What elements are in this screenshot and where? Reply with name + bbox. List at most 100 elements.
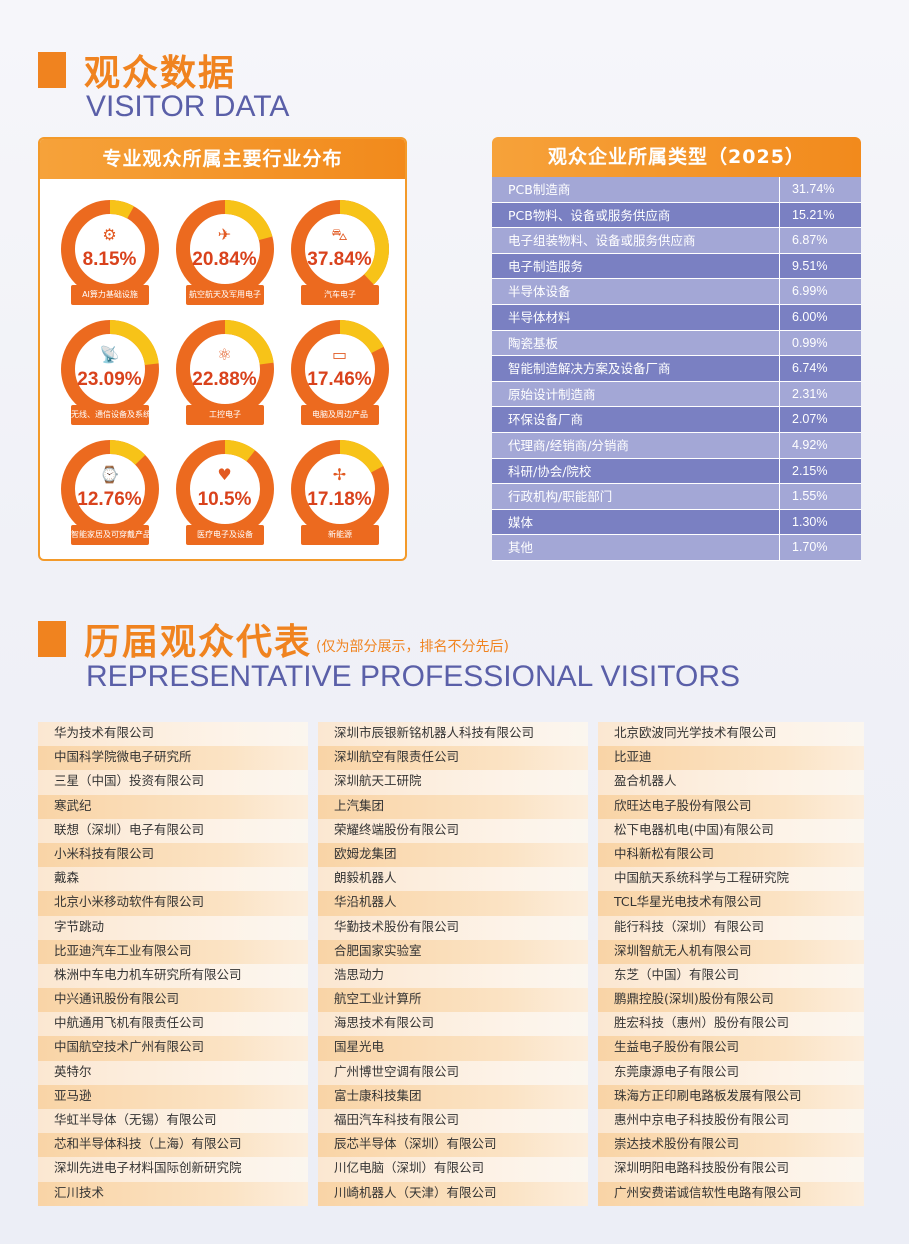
visitor-company: 珠海方正印刷电路板发展有限公司 bbox=[598, 1084, 864, 1109]
visitor-company: 株洲中车电力机车研究所有限公司 bbox=[38, 963, 308, 989]
industry-gauge: ▭ 17.46% 电脑及周边产品 bbox=[282, 319, 397, 425]
gauge-label: 汽车电子 bbox=[301, 285, 379, 305]
company-type-percent: 6.00% bbox=[792, 309, 828, 324]
company-type-percent: 1.55% bbox=[792, 489, 828, 504]
gauge-value-arc bbox=[61, 320, 159, 418]
visitor-company: 联想（深圳）电子有限公司 bbox=[38, 818, 308, 843]
visitor-company: 富士康科技集团 bbox=[318, 1084, 588, 1109]
gauge-label: 电脑及周边产品 bbox=[301, 405, 379, 425]
visitor-company: 比亚迪 bbox=[598, 746, 864, 771]
company-type-row: PCB制造商 31.74% bbox=[492, 177, 861, 203]
gauge-value-arc bbox=[176, 440, 274, 538]
industry-gauge: ⛍ 37.84% 汽车电子 bbox=[282, 199, 397, 305]
watch-icon: ⌚ bbox=[99, 465, 120, 484]
visitor-company: 寒武纪 bbox=[38, 794, 308, 819]
company-type-row: 媒体 1.30% bbox=[492, 509, 861, 536]
car-icon: ⛍ bbox=[331, 225, 348, 244]
visitor-company: 华为技术有限公司 bbox=[38, 722, 308, 747]
gauge-percent: 17.18% bbox=[307, 489, 372, 510]
company-type-row: 半导体设备 6.99% bbox=[492, 279, 861, 305]
industry-gauge: ⌚ 12.76% 智能家居及可穿戴产品 bbox=[52, 439, 167, 545]
visitor-company: 能行科技（深圳）有限公司 bbox=[598, 915, 864, 940]
gauge-label: 无线、通信设备及系统 bbox=[71, 405, 149, 425]
company-type-percent: 9.51% bbox=[792, 258, 828, 273]
company-type-name: 电子制造服务 bbox=[492, 253, 780, 279]
company-type-name: 电子组装物料、设备或服务供应商 bbox=[492, 228, 780, 253]
gauge-percent: 22.88% bbox=[192, 369, 257, 390]
company-type-percent: 0.99% bbox=[792, 335, 828, 350]
company-type-row: 电子制造服务 9.51% bbox=[492, 253, 861, 280]
visitor-company: 深圳市辰银新铭机器人科技有限公司 bbox=[318, 722, 588, 747]
company-type-percent: 2.31% bbox=[792, 386, 828, 401]
gauge-label: 新能源 bbox=[301, 525, 379, 545]
company-type-percent: 1.70% bbox=[792, 540, 828, 555]
gauge-percent: 8.15% bbox=[82, 249, 137, 270]
company-type-row: PCB物料、设备或服务供应商 15.21% bbox=[492, 202, 861, 229]
visitor-company: 北京欧波同光学技术有限公司 bbox=[598, 722, 864, 747]
gauge-percent: 17.46% bbox=[307, 369, 372, 390]
company-type-row: 半导体材料 6.00% bbox=[492, 304, 861, 331]
visitor-company: 川崎机器人（天津）有限公司 bbox=[318, 1181, 588, 1206]
industry-gauge-grid: ⚙ 8.15% AI算力基础设施 ✈ 20.84% 航空航天及军用电子 ⛍ 37.84% 汽车电… bbox=[52, 199, 397, 545]
visitor-company: 鹏鼎控股(深圳)股份有限公司 bbox=[598, 988, 864, 1013]
representatives-note: (仅为部分展示，排名不分先后) bbox=[316, 639, 509, 655]
company-type-name: 行政机构/职能部门 bbox=[492, 484, 780, 509]
gauge-label: 智能家居及可穿戴产品 bbox=[71, 525, 149, 545]
representatives-title-en: REPRESENTATIVE PROFESSIONAL VISITORS bbox=[86, 660, 741, 693]
company-type-percent: 4.92% bbox=[792, 437, 828, 452]
title-accent-bar bbox=[38, 621, 66, 657]
visitor-company: 荣耀终端股份有限公司 bbox=[318, 818, 588, 843]
industry-distribution-panel: 专业观众所属主要行业分布 ⚙ 8.15% AI算力基础设施 ✈ 20.84% 航空航天及军… bbox=[38, 137, 407, 561]
company-type-name: PCB物料、设备或服务供应商 bbox=[492, 202, 780, 228]
visitor-data-title-en: VISITOR DATA bbox=[86, 90, 290, 123]
visitor-data-title-cn: 观众数据 bbox=[84, 53, 237, 94]
visitor-company: 深圳航天工研院 bbox=[318, 770, 588, 795]
visitor-company: 芯和半导体科技（上海）有限公司 bbox=[38, 1133, 308, 1158]
visitor-company: 北京小米移动软件有限公司 bbox=[38, 891, 308, 916]
visitor-company: 川亿电脑（深圳）有限公司 bbox=[318, 1157, 588, 1182]
visitor-company: 比亚迪汽车工业有限公司 bbox=[38, 939, 308, 964]
visitor-company: 中科新松有限公司 bbox=[598, 842, 864, 868]
visitor-company: 中兴通讯股份有限公司 bbox=[38, 988, 308, 1013]
visitor-company: 英特尔 bbox=[38, 1060, 308, 1085]
visitor-company: 朗毅机器人 bbox=[318, 867, 588, 892]
industry-gauge: ✈ 20.84% 航空航天及军用电子 bbox=[167, 199, 282, 305]
representative-visitors-grid: 华为技术有限公司 中国科学院微电子研究所 三星（中国）投资有限公司 寒武纪 联想（深圳）… bbox=[38, 722, 864, 1206]
visitor-company: 浩思动力 bbox=[318, 963, 588, 989]
gauge-value-arc bbox=[176, 320, 274, 418]
gauge-value-arc bbox=[176, 200, 274, 298]
gauge-center bbox=[306, 215, 374, 283]
monitor-icon: ▭ bbox=[331, 345, 348, 364]
visitor-company: 字节跳动 bbox=[38, 915, 308, 940]
gauge-label: 工控电子 bbox=[186, 405, 264, 425]
company-type-row: 陶瓷基板 0.99% bbox=[492, 330, 861, 357]
gauge-value-arc bbox=[61, 440, 159, 538]
gauge-value-arc bbox=[61, 200, 159, 298]
visitor-company: 汇川技术 bbox=[38, 1181, 308, 1206]
company-type-percent: 1.30% bbox=[792, 514, 828, 529]
visitor-company: 深圳先进电子材料国际创新研究院 bbox=[38, 1157, 308, 1182]
visitor-company: 福田汽车科技有限公司 bbox=[318, 1109, 588, 1134]
company-type-name: 科研/协会/院校 bbox=[492, 458, 780, 484]
gauge-center bbox=[76, 455, 144, 523]
company-type-name: 代理商/经销商/分销商 bbox=[492, 432, 780, 458]
gauge-center bbox=[191, 335, 259, 403]
gauge-center bbox=[191, 455, 259, 523]
visitor-company: 华沿机器人 bbox=[318, 891, 588, 916]
company-type-row: 智能制造解决方案及设备厂商 6.74% bbox=[492, 356, 861, 382]
visitor-company: 欧姆龙集团 bbox=[318, 842, 588, 868]
atom-icon: ⚛ bbox=[217, 345, 232, 364]
company-type-table: PCB制造商 31.74% PCB物料、设备或服务供应商 15.21% 电子组装物料、设… bbox=[492, 177, 861, 561]
visitor-company: 小米科技有限公司 bbox=[38, 842, 308, 868]
title-accent-bar bbox=[38, 52, 66, 88]
gauge-value-arc bbox=[291, 320, 389, 418]
gauge-center bbox=[306, 455, 374, 523]
visitor-company: 欣旺达电子股份有限公司 bbox=[598, 794, 864, 819]
company-type-row: 行政机构/职能部门 1.55% bbox=[492, 484, 861, 510]
gauge-center bbox=[76, 215, 144, 283]
visitor-company: 亚马逊 bbox=[38, 1084, 308, 1109]
visitor-company: 华虹半导体（无锡）有限公司 bbox=[38, 1109, 308, 1134]
industry-gauge: ✢ 17.18% 新能源 bbox=[282, 439, 397, 545]
company-type-percent: 6.74% bbox=[792, 361, 828, 376]
company-type-row: 电子组装物料、设备或服务供应商 6.87% bbox=[492, 228, 861, 254]
